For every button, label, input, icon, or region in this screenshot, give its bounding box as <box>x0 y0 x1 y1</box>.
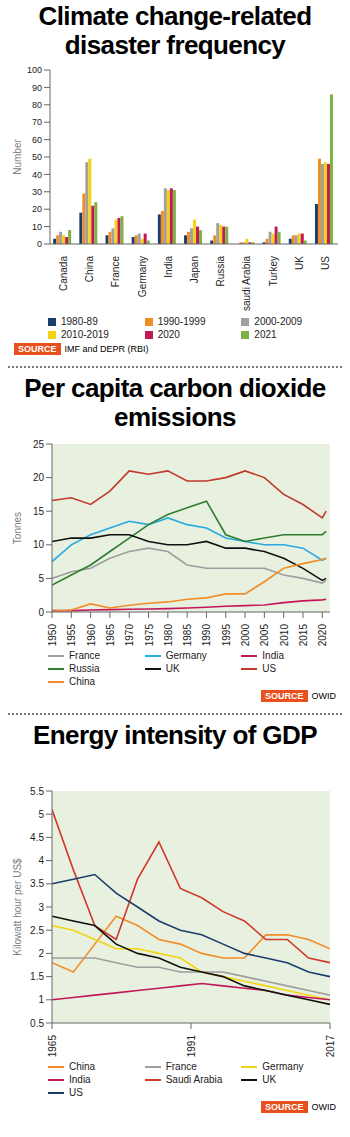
svg-text:UK: UK <box>294 256 305 270</box>
svg-text:1950: 1950 <box>47 624 58 647</box>
svg-text:1: 1 <box>38 994 44 1005</box>
svg-text:1965: 1965 <box>105 624 116 647</box>
svg-text:1991: 1991 <box>186 1035 197 1058</box>
svg-text:5: 5 <box>38 573 44 584</box>
svg-text:2000: 2000 <box>240 624 251 647</box>
html-text:2000-2009: 2000-2009 <box>254 316 303 327</box>
svg-text:30: 30 <box>32 187 42 197</box>
svg-text:3: 3 <box>38 902 44 913</box>
svg-text:15: 15 <box>33 506 45 517</box>
svg-text:70: 70 <box>32 117 42 127</box>
html-text:US: US <box>262 663 277 674</box>
svg-text:1960: 1960 <box>86 624 97 647</box>
html-text:France: France <box>165 1061 197 1072</box>
svg-text:1.5: 1.5 <box>30 971 44 982</box>
html-text:UK: UK <box>165 663 180 674</box>
svg-text:1970: 1970 <box>124 624 135 647</box>
html-text:China: China <box>69 1061 96 1072</box>
html-text:US: US <box>69 1087 83 1098</box>
html-text:Germany: Germany <box>262 1061 304 1072</box>
svg-text:1995: 1995 <box>221 624 232 647</box>
svg-text:2005: 2005 <box>259 624 270 647</box>
svg-text:1975: 1975 <box>144 624 155 647</box>
svg-text:4: 4 <box>38 855 44 866</box>
svg-text:100: 100 <box>27 65 42 75</box>
svg-text:Germany: Germany <box>137 256 148 297</box>
svg-text:40: 40 <box>32 170 42 180</box>
svg-text:20: 20 <box>33 472 45 483</box>
svg-text:China: China <box>84 256 95 283</box>
svg-text:2: 2 <box>38 948 44 959</box>
html-text:India: India <box>262 650 284 661</box>
svg-text:2.5: 2.5 <box>30 925 44 936</box>
svg-text:Tonnes: Tonnes <box>12 512 23 544</box>
svg-text:2010: 2010 <box>279 624 290 647</box>
svg-text:60: 60 <box>32 135 42 145</box>
svg-text:2017: 2017 <box>325 1035 336 1058</box>
html-text:UK: UK <box>262 1074 277 1085</box>
html-text:SOURCE: SOURCE <box>265 691 304 701</box>
svg-text:5: 5 <box>38 809 44 820</box>
html-text:SOURCE: SOURCE <box>265 1102 304 1112</box>
svg-text:0: 0 <box>37 239 42 249</box>
svg-text:France: France <box>110 256 121 288</box>
svg-text:2015: 2015 <box>298 624 309 647</box>
svg-text:US: US <box>320 256 331 270</box>
svg-text:10: 10 <box>33 539 45 550</box>
svg-text:20: 20 <box>32 204 42 214</box>
svg-text:2020: 2020 <box>317 624 328 647</box>
svg-text:Japan: Japan <box>189 256 200 283</box>
svg-text:Kilowatt hour per US$: Kilowatt hour per US$ <box>12 858 23 956</box>
svg-text:Canada: Canada <box>58 256 69 291</box>
svg-text:25: 25 <box>33 439 45 450</box>
svg-text:Number: Number <box>12 139 23 175</box>
svg-text:10: 10 <box>32 222 42 232</box>
html-text:SOURCE: SOURCE <box>18 344 57 354</box>
svg-text:3.5: 3.5 <box>30 878 44 889</box>
html-text:China: China <box>69 676 96 687</box>
html-text:France: France <box>69 650 101 661</box>
svg-text:5.5: 5.5 <box>30 786 44 797</box>
svg-text:4.5: 4.5 <box>30 832 44 843</box>
html-text:Per capita carbon dioxide emis: Per capita carbon dioxide emissions <box>24 373 326 432</box>
svg-text:India: India <box>163 256 174 278</box>
svg-text:0: 0 <box>38 607 44 618</box>
html-text:India: India <box>69 1074 91 1085</box>
svg-text:0.5: 0.5 <box>30 1018 44 1029</box>
html-text:Russia: Russia <box>69 663 100 674</box>
html-text:2021: 2021 <box>254 329 277 340</box>
html-text:2010-2019: 2010-2019 <box>61 329 109 340</box>
svg-text:1955: 1955 <box>66 624 77 647</box>
html-text:1980-89: 1980-89 <box>61 316 98 327</box>
svg-text:1980: 1980 <box>163 624 174 647</box>
html-text:Germany: Germany <box>165 650 207 661</box>
html-text:OWID: OWID <box>311 691 336 701</box>
html-text:IMF and DEPR (RBI): IMF and DEPR (RBI) <box>64 344 149 354</box>
svg-text:1990: 1990 <box>201 624 212 647</box>
svg-text:90: 90 <box>32 83 42 93</box>
svg-text:saudi Arabia: saudi Arabia <box>241 256 252 311</box>
html-text:Climate change-related disaste: Climate change-related disaster frequenc… <box>38 1 312 60</box>
html-text:Energy intensity of GDP: Energy intensity of GDP <box>33 720 317 750</box>
svg-text:Russia: Russia <box>215 256 226 287</box>
svg-text:Turkey: Turkey <box>268 256 279 286</box>
svg-text:1965: 1965 <box>47 1035 58 1058</box>
html-text:Saudi Arabia: Saudi Arabia <box>165 1074 223 1085</box>
svg-text:50: 50 <box>32 152 42 162</box>
html-text:2020: 2020 <box>157 329 180 340</box>
svg-text:1985: 1985 <box>182 624 193 647</box>
html-text:1990-1999: 1990-1999 <box>157 316 206 327</box>
html-text:OWID: OWID <box>311 1102 336 1112</box>
svg-text:80: 80 <box>32 100 42 110</box>
